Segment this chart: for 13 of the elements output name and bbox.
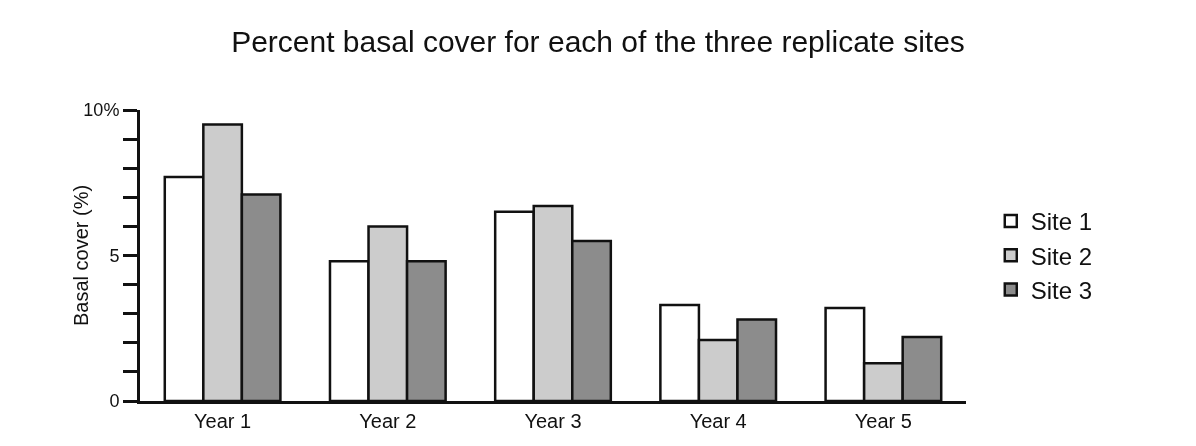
x-tick-label: Year 5 <box>854 410 912 432</box>
x-tick-label: Year 1 <box>194 410 252 432</box>
chart-title: Percent basal cover for each of the three replicate sites <box>231 25 965 59</box>
y-tick-label: 0 <box>109 391 120 412</box>
legend-label: Site 1 <box>1030 208 1093 236</box>
x-tick-label: Year 3 <box>524 410 582 432</box>
legend-label: Site 2 <box>1030 242 1093 270</box>
x-tick-label: Year 2 <box>359 410 417 432</box>
x-tick-label: Year 4 <box>689 410 747 432</box>
y-axis-title: Basal cover (%) <box>70 184 92 327</box>
y-tick-label: 10% <box>83 100 120 121</box>
legend-label: Site 3 <box>1030 276 1093 304</box>
y-tick-label: 5 <box>109 245 120 266</box>
